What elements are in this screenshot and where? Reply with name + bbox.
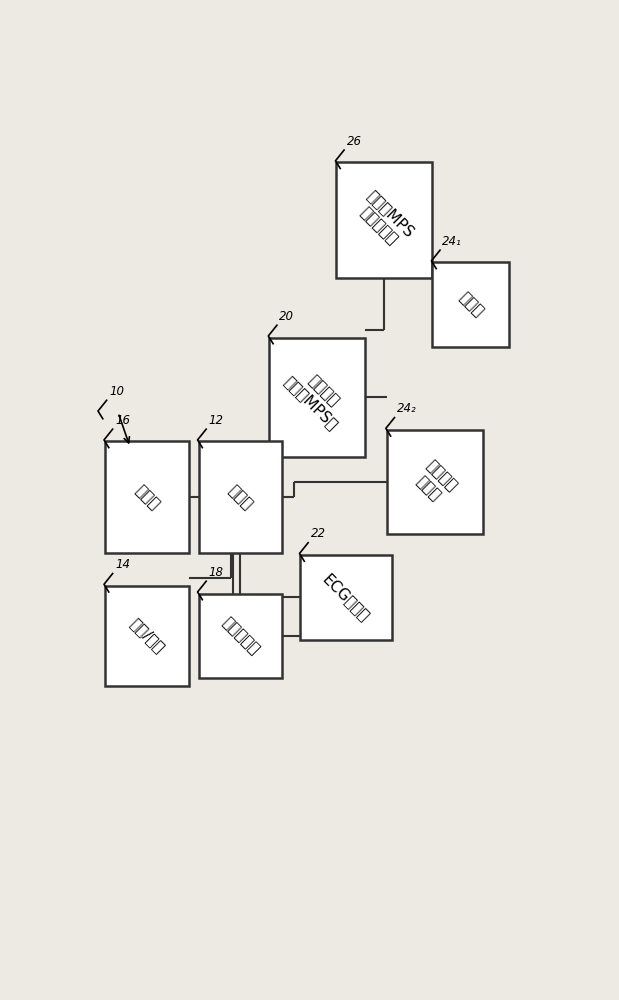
Bar [337, 162, 433, 278]
Text: 22: 22 [311, 527, 326, 540]
Text: 患者参考
传感器: 患者参考 传感器 [410, 458, 459, 506]
Bar [105, 441, 189, 553]
Bar [300, 555, 392, 640]
Text: 24₂: 24₂ [397, 402, 417, 415]
Bar [433, 262, 509, 347]
Bar [387, 430, 483, 534]
Text: 输入/输出: 输入/输出 [127, 616, 167, 656]
Text: 图像数据库: 图像数据库 [219, 614, 262, 657]
Text: 传感器: 传感器 [456, 290, 486, 320]
Bar [199, 594, 282, 678]
Text: 26: 26 [347, 135, 361, 148]
Text: 16: 16 [115, 414, 130, 427]
Text: 可实现MPS
的医疗设备: 可实现MPS 的医疗设备 [352, 188, 417, 253]
Text: ECG监护仪: ECG监护仪 [319, 571, 373, 624]
Text: 医疗定位
系统（MPS）: 医疗定位 系统（MPS） [282, 361, 353, 433]
Bar [269, 338, 365, 457]
Text: 20: 20 [279, 310, 295, 323]
Bar [105, 586, 189, 686]
Text: 24₁: 24₁ [443, 235, 462, 248]
Text: 12: 12 [209, 414, 223, 427]
Text: 显示器: 显示器 [132, 482, 162, 512]
Text: 14: 14 [115, 558, 130, 571]
Text: 主控制: 主控制 [225, 482, 256, 512]
Text: 10: 10 [109, 385, 124, 398]
Bar [199, 441, 282, 553]
Text: 18: 18 [209, 566, 223, 579]
